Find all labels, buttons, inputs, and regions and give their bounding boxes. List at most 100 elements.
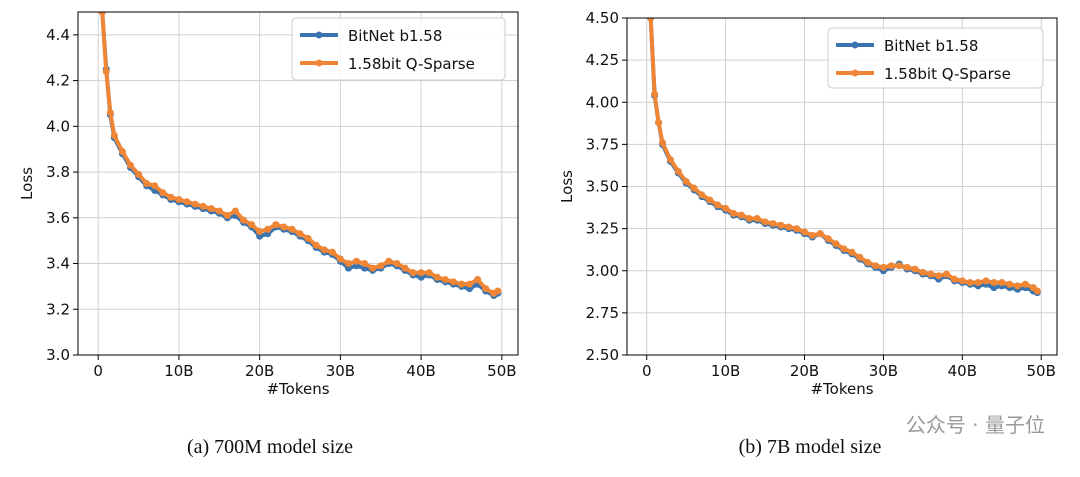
point — [801, 228, 809, 236]
point — [793, 225, 801, 233]
plot-area — [98, 12, 502, 300]
point — [927, 270, 935, 278]
x-tick-label: 40B — [406, 362, 435, 380]
x-axis-label: #Tokens — [810, 380, 873, 398]
point — [647, 18, 655, 22]
y-tick-label: 2.50 — [586, 346, 619, 364]
y-tick-label: 4.0 — [46, 117, 70, 135]
point — [777, 221, 785, 229]
point — [118, 147, 126, 155]
legend-marker — [315, 59, 323, 67]
legend-label: BitNet b1.58 — [348, 27, 442, 45]
point — [417, 269, 425, 277]
point — [690, 184, 698, 192]
point — [730, 209, 738, 217]
series-line — [100, 12, 499, 296]
point — [998, 279, 1006, 287]
point — [320, 246, 328, 254]
point — [655, 118, 663, 126]
legend-marker — [315, 31, 323, 39]
y-tick-label: 4.00 — [586, 93, 619, 111]
y-tick-label: 4.4 — [46, 26, 70, 44]
x-tick-label: 50B — [487, 362, 516, 380]
point — [808, 231, 816, 239]
point — [990, 284, 998, 292]
point — [737, 211, 745, 219]
point — [714, 201, 722, 209]
point — [102, 67, 110, 75]
point — [1014, 282, 1022, 290]
point — [659, 139, 667, 147]
point — [433, 273, 441, 281]
point — [722, 204, 730, 212]
axes-frame — [77, 11, 519, 356]
point — [191, 200, 199, 208]
point — [466, 280, 474, 288]
point — [353, 257, 361, 265]
point — [312, 241, 320, 249]
point — [110, 131, 118, 139]
point — [304, 234, 312, 242]
point — [745, 215, 753, 223]
y-tick-label: 3.25 — [586, 220, 619, 238]
point — [344, 260, 352, 268]
y-tick-label: 3.75 — [586, 135, 619, 153]
point — [482, 285, 490, 293]
point — [895, 262, 903, 270]
point — [159, 189, 167, 197]
point — [494, 287, 502, 295]
point — [856, 253, 864, 261]
point — [950, 275, 958, 283]
point — [761, 218, 769, 226]
point — [409, 269, 417, 277]
x-tick-label: 30B — [326, 362, 355, 380]
x-tick-label: 10B — [711, 362, 740, 380]
y-tick-label: 3.6 — [46, 209, 70, 227]
x-tick-label: 50B — [1027, 362, 1056, 380]
point — [361, 260, 369, 268]
point — [919, 268, 927, 276]
point — [377, 262, 385, 270]
point — [943, 270, 951, 278]
point — [248, 221, 256, 229]
point — [288, 225, 296, 233]
point — [240, 216, 248, 224]
legend-box — [827, 27, 1044, 89]
point — [935, 272, 943, 280]
point — [1021, 280, 1029, 288]
point — [753, 215, 761, 223]
point — [385, 257, 393, 265]
point — [135, 170, 143, 178]
point — [864, 258, 872, 266]
point — [143, 180, 151, 187]
point — [175, 196, 183, 204]
y-tick-label: 4.2 — [46, 72, 70, 90]
y-tick-label: 3.50 — [586, 178, 619, 196]
legend-marker — [851, 69, 859, 77]
point — [449, 278, 457, 286]
series-line — [648, 18, 1039, 293]
point — [264, 225, 272, 233]
point — [183, 198, 191, 206]
point — [698, 191, 706, 199]
x-tick-label: 0 — [93, 362, 103, 380]
point — [215, 207, 223, 215]
axes-frame — [626, 17, 1058, 356]
x-tick-label: 20B — [245, 362, 274, 380]
point — [816, 230, 824, 238]
legend-marker — [851, 41, 859, 49]
point — [848, 248, 856, 256]
point — [126, 161, 134, 169]
point — [887, 262, 895, 270]
point — [824, 235, 832, 243]
point — [911, 265, 919, 273]
point — [296, 230, 304, 238]
point — [974, 279, 982, 287]
point — [199, 202, 207, 210]
x-tick-label: 40B — [948, 362, 977, 380]
caption: (b) 7B model size — [739, 436, 882, 458]
point — [769, 220, 777, 228]
point — [369, 264, 377, 272]
x-tick-label: 20B — [790, 362, 819, 380]
point — [872, 262, 880, 270]
